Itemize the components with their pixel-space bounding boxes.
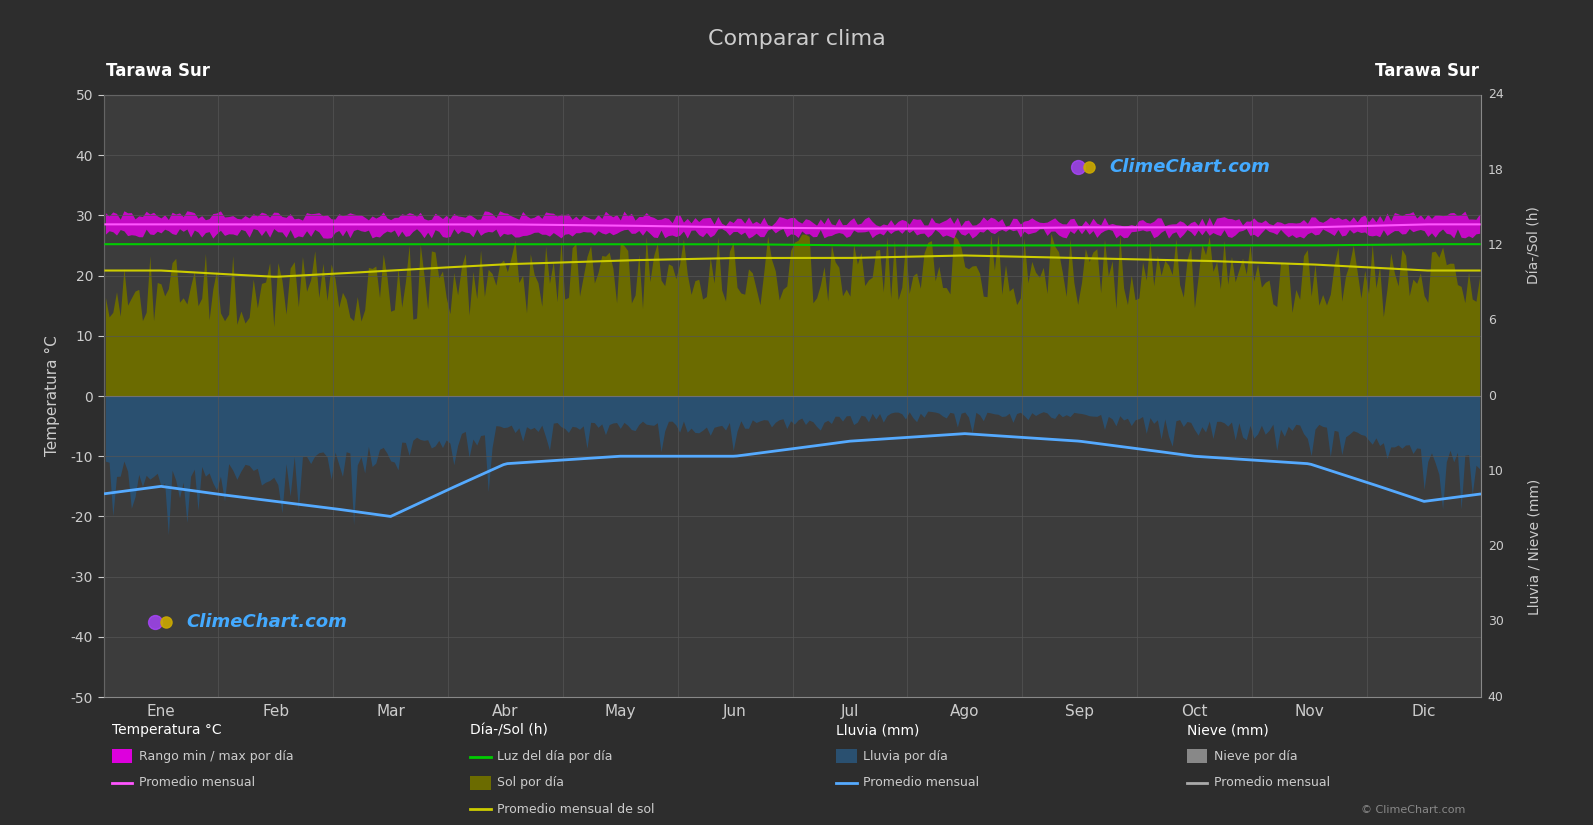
- Text: 20: 20: [1488, 540, 1504, 553]
- Text: Promedio mensual: Promedio mensual: [1214, 776, 1330, 790]
- Text: Promedio mensual: Promedio mensual: [139, 776, 255, 790]
- Text: Lluvia / Nieve (mm): Lluvia / Nieve (mm): [1528, 478, 1540, 615]
- Text: 0: 0: [1488, 389, 1496, 403]
- Text: Tarawa Sur: Tarawa Sur: [1375, 62, 1478, 80]
- Text: Día-/Sol (h): Día-/Sol (h): [470, 724, 548, 737]
- Text: 10: 10: [1488, 464, 1504, 478]
- Text: 6: 6: [1488, 314, 1496, 328]
- Text: Lluvia (mm): Lluvia (mm): [836, 724, 919, 737]
- Text: Sol por día: Sol por día: [497, 776, 564, 790]
- Text: Lluvia por día: Lluvia por día: [863, 750, 948, 763]
- Text: Día-/Sol (h): Día-/Sol (h): [1528, 206, 1540, 285]
- Text: Comparar clima: Comparar clima: [707, 29, 886, 49]
- Text: Nieve por día: Nieve por día: [1214, 750, 1297, 763]
- Y-axis label: Temperatura °C: Temperatura °C: [45, 336, 59, 456]
- Text: Nieve (mm): Nieve (mm): [1187, 724, 1268, 737]
- Text: Luz del día por día: Luz del día por día: [497, 750, 613, 763]
- Text: ClimeChart.com: ClimeChart.com: [1109, 158, 1270, 177]
- Text: Promedio mensual: Promedio mensual: [863, 776, 980, 790]
- Text: ClimeChart.com: ClimeChart.com: [186, 613, 347, 631]
- Text: 18: 18: [1488, 163, 1504, 177]
- Text: 12: 12: [1488, 239, 1504, 252]
- Text: Tarawa Sur: Tarawa Sur: [107, 62, 210, 80]
- Text: Temperatura °C: Temperatura °C: [112, 724, 221, 737]
- Text: 30: 30: [1488, 615, 1504, 629]
- Text: Rango min / max por día: Rango min / max por día: [139, 750, 293, 763]
- Text: Promedio mensual de sol: Promedio mensual de sol: [497, 803, 655, 816]
- Text: © ClimeChart.com: © ClimeChart.com: [1360, 805, 1466, 815]
- Text: 24: 24: [1488, 88, 1504, 101]
- Text: 40: 40: [1488, 691, 1504, 704]
